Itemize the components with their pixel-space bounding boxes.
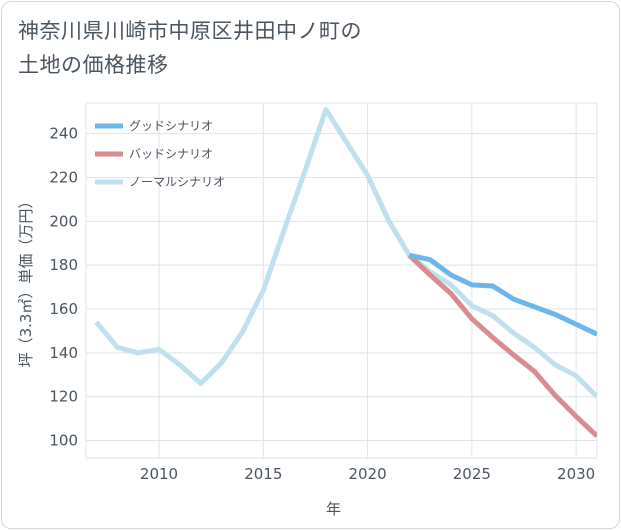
y-tick-label: 180 [49,256,78,274]
axes: 2010 2015 2020 2025 2030 100 120 140 160 180 200 22… [17,125,595,518]
y-tick-label: 120 [49,388,78,406]
y-tick-label: 240 [49,125,78,143]
legend-label: ノーマルシナリオ [129,175,225,189]
legend-label: グッドシナリオ [129,119,213,133]
y-axis-label: 坪（3.3㎡）単価（万円） [17,194,35,368]
y-tick-label: 200 [49,212,78,230]
series-line-0 [408,252,597,337]
x-axis-label: 年 [326,500,341,518]
plot-area [85,102,598,459]
grid [85,102,598,459]
x-tick-label: 2030 [557,465,595,483]
y-tick-label: 160 [49,300,78,318]
legend-label: バッドシナリオ [129,147,213,161]
x-tick-label: 2015 [244,465,282,483]
x-tick-label: 2025 [453,465,491,483]
series-line-2 [94,107,597,399]
y-tick-label: 220 [49,169,78,187]
series-line-1 [407,253,597,438]
x-tick-label: 2020 [348,465,386,483]
y-tick-label: 100 [49,431,78,449]
chart-title-line2: 土地の価格推移 [18,53,169,77]
chart-title-line1: 神奈川県川崎市中原区井田中ノ町の [18,19,362,43]
chart-title: 神奈川県川崎市中原区井田中ノ町の 土地の価格推移 [18,14,578,82]
x-tick-label: 2010 [140,465,178,483]
series-layer [94,107,597,438]
y-tick-label: 140 [49,344,78,362]
